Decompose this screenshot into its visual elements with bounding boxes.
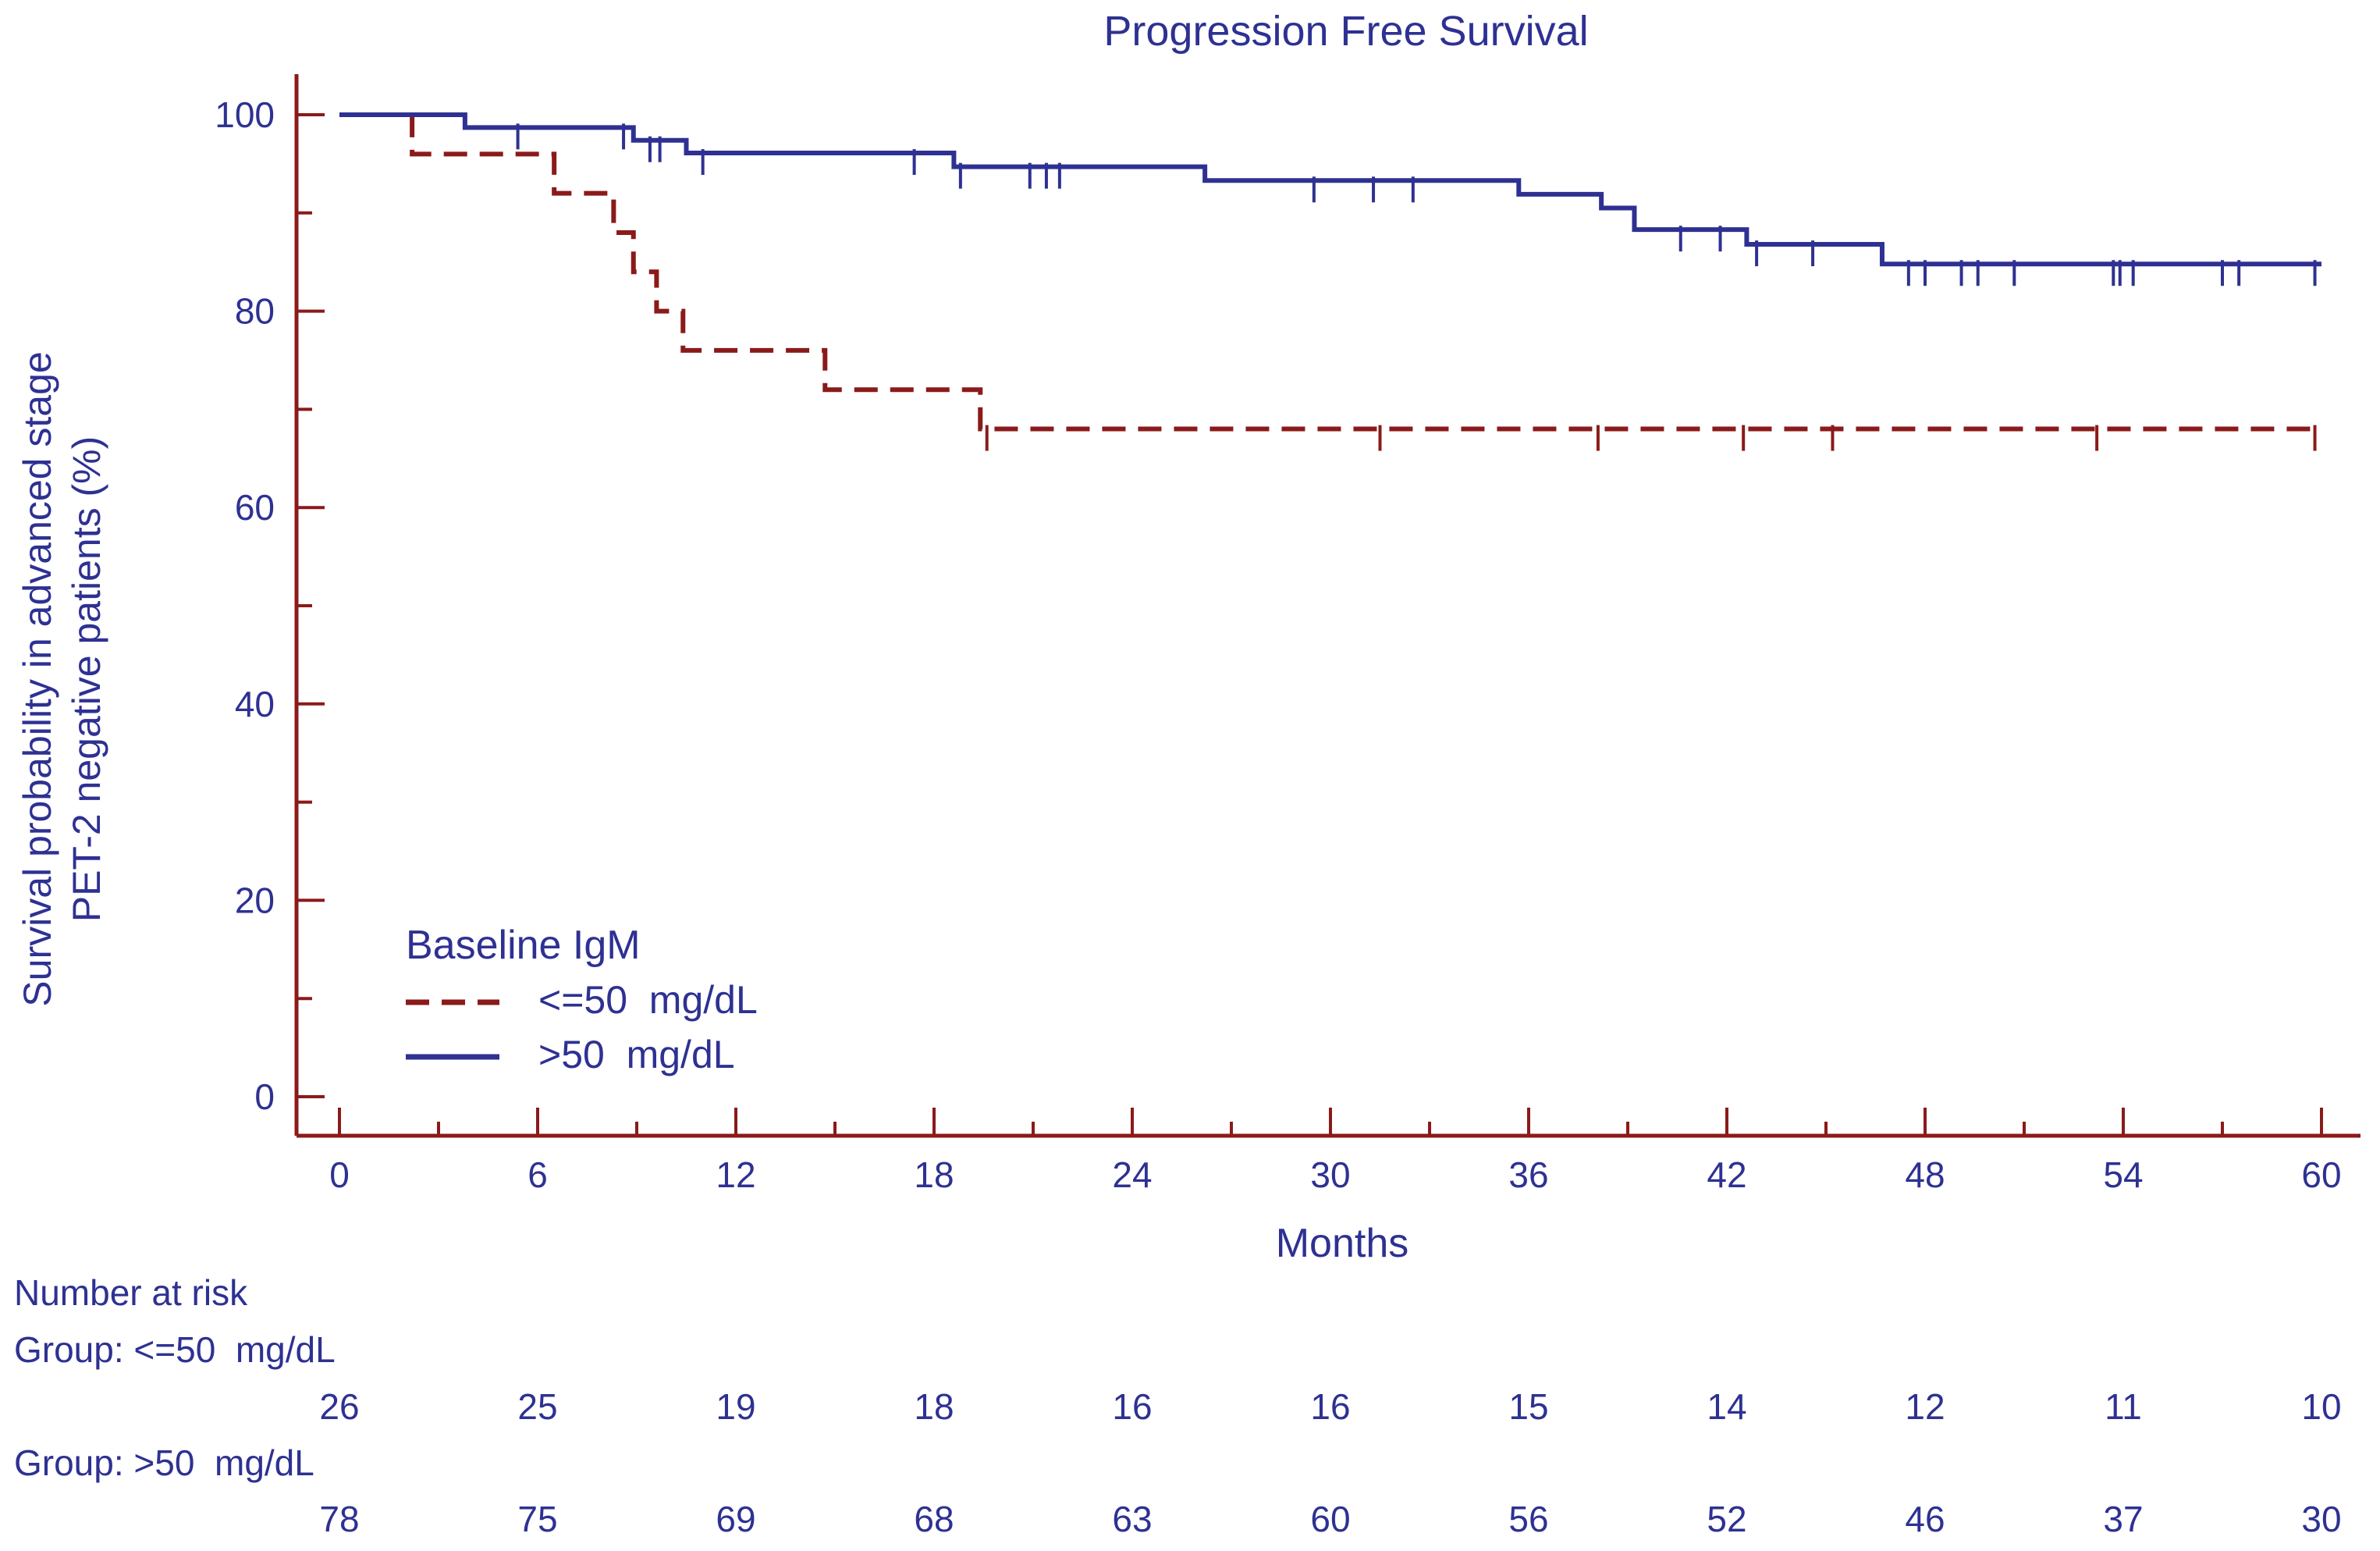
risk-value-group-0: 25 — [517, 1386, 557, 1427]
plot-axes: 0 20 40 60 80 100 0 6 12 18 24 30 36 42 48 54 60 — [215, 74, 2360, 1195]
risk-value-group-1: 52 — [1707, 1499, 1746, 1539]
risk-value-group-1: 30 — [2301, 1499, 2341, 1539]
x-tick-label: 6 — [528, 1154, 548, 1195]
risk-value-group-1: 75 — [517, 1499, 557, 1539]
y-tick-label: 0 — [254, 1076, 275, 1117]
x-axis-label: Months — [1276, 1221, 1409, 1266]
risk-value-group-1: 78 — [319, 1499, 359, 1539]
y-tick-label: 40 — [235, 684, 275, 724]
x-tick-label: 42 — [1707, 1154, 1746, 1195]
risk-value-group-1: 69 — [716, 1499, 755, 1539]
risk-value-group-1: 56 — [1508, 1499, 1548, 1539]
survival-curve-series-0 — [339, 112, 2321, 432]
risk-value-group-0: 26 — [319, 1386, 359, 1427]
risk-table-heading: Number at risk — [14, 1272, 248, 1313]
risk-values: 26 25 19 18 16 16 15 14 12 11 10 78 75 69 68 63 60 56 52 46… — [319, 1386, 2341, 1539]
risk-value-group-0: 12 — [1905, 1386, 1945, 1427]
legend: Baseline IgM <=50 mg/dL >50 mg/dL — [406, 923, 758, 1076]
x-tick-label: 18 — [914, 1154, 954, 1195]
risk-group-label-le50: Group: <=50 mg/dL — [14, 1329, 336, 1370]
number-at-risk-table: Number at risk Group: <=50 mg/dL Group: … — [14, 1272, 2342, 1539]
risk-value-group-0: 10 — [2301, 1386, 2341, 1427]
x-tick-label: 0 — [329, 1154, 350, 1195]
y-tick-label: 60 — [235, 487, 275, 528]
legend-title: Baseline IgM — [406, 923, 641, 968]
x-tick-label: 54 — [2103, 1154, 2143, 1195]
risk-value-group-0: 18 — [914, 1386, 954, 1427]
legend-label-le50: <=50 mg/dL — [538, 978, 758, 1022]
x-tick-label: 60 — [2301, 1154, 2341, 1195]
x-tick-label: 36 — [1508, 1154, 1548, 1195]
x-tick-label: 12 — [716, 1154, 755, 1195]
y-axis-label-line-2: PET-2 negative patients (%) — [65, 436, 108, 923]
y-tick-label: 80 — [235, 291, 275, 332]
y-axis-label-line-1: Survival probability in advanced stage — [16, 351, 59, 1006]
risk-value-group-1: 63 — [1112, 1499, 1152, 1539]
risk-value-group-1: 60 — [1310, 1499, 1350, 1539]
risk-value-group-0: 19 — [716, 1386, 755, 1427]
risk-value-group-0: 15 — [1508, 1386, 1548, 1427]
risk-value-group-0: 11 — [2105, 1386, 2142, 1427]
risk-value-group-0: 14 — [1707, 1386, 1746, 1427]
x-tick-label: 24 — [1112, 1154, 1152, 1195]
x-tick-label: 30 — [1310, 1154, 1350, 1195]
y-tick-label: 20 — [235, 880, 275, 920]
risk-value-group-1: 37 — [2103, 1499, 2143, 1539]
risk-value-group-1: 68 — [914, 1499, 954, 1539]
x-tick-label: 48 — [1905, 1154, 1945, 1195]
legend-label-gt50: >50 mg/dL — [538, 1033, 735, 1076]
y-tick-label: 100 — [215, 94, 275, 135]
survival-curves — [339, 112, 2321, 451]
y-axis-label: Survival probability in advanced stage P… — [16, 351, 108, 1006]
risk-value-group-0: 16 — [1112, 1386, 1152, 1427]
chart-title: Progression Free Survival — [1103, 8, 1588, 55]
risk-value-group-1: 46 — [1905, 1499, 1945, 1539]
risk-group-label-gt50: Group: >50 mg/dL — [14, 1443, 314, 1483]
survival-curve-series-1 — [339, 112, 2321, 267]
risk-value-group-0: 16 — [1310, 1386, 1350, 1427]
